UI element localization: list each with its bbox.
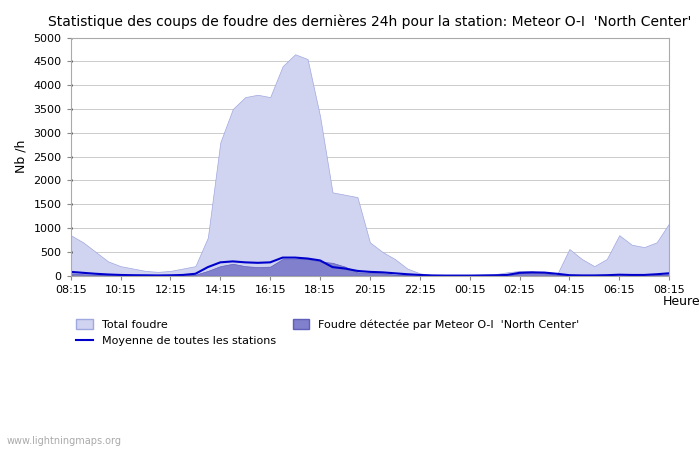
Moyenne de toutes les stations	[241, 260, 249, 265]
Moyenne de toutes les stations	[303, 256, 312, 261]
Y-axis label: Nb /h: Nb /h	[15, 140, 28, 173]
Moyenne de toutes les stations	[603, 273, 611, 278]
Moyenne de toutes les stations	[640, 272, 648, 278]
Legend: Total foudre, Moyenne de toutes les stations, Foudre détectée par Meteor O-I  'N: Total foudre, Moyenne de toutes les stat…	[76, 319, 580, 347]
Moyenne de toutes les stations	[590, 273, 598, 278]
Moyenne de toutes les stations	[503, 272, 511, 278]
Moyenne de toutes les stations	[354, 268, 362, 274]
Moyenne de toutes les stations	[491, 273, 499, 278]
Moyenne de toutes les stations	[578, 273, 586, 278]
Moyenne de toutes les stations	[478, 273, 486, 278]
Moyenne de toutes les stations	[79, 270, 88, 275]
Moyenne de toutes les stations	[553, 271, 561, 276]
Moyenne de toutes les stations	[204, 265, 212, 270]
X-axis label: Heure: Heure	[662, 295, 700, 308]
Moyenne de toutes les stations	[365, 269, 374, 274]
Moyenne de toutes les stations	[178, 272, 187, 278]
Moyenne de toutes les stations	[453, 273, 461, 278]
Moyenne de toutes les stations	[129, 273, 137, 278]
Moyenne de toutes les stations	[652, 271, 661, 277]
Moyenne de toutes les stations	[191, 271, 200, 276]
Moyenne de toutes les stations	[515, 270, 524, 275]
Moyenne de toutes les stations	[266, 260, 274, 265]
Moyenne de toutes les stations	[316, 258, 324, 263]
Title: Statistique des coups de foudre des dernières 24h pour la station: Meteor O-I  ': Statistique des coups de foudre des dern…	[48, 15, 692, 30]
Moyenne de toutes les stations	[403, 271, 412, 277]
Moyenne de toutes les stations	[104, 272, 112, 277]
Moyenne de toutes les stations	[229, 259, 237, 264]
Moyenne de toutes les stations	[166, 273, 174, 278]
Moyenne de toutes les stations	[341, 266, 349, 271]
Moyenne de toutes les stations	[116, 272, 125, 278]
Text: www.lightningmaps.org: www.lightningmaps.org	[7, 436, 122, 446]
Moyenne de toutes les stations	[66, 269, 75, 274]
Moyenne de toutes les stations	[291, 255, 300, 260]
Moyenne de toutes les stations	[615, 272, 624, 277]
Moyenne de toutes les stations	[391, 270, 399, 276]
Moyenne de toutes les stations	[428, 273, 437, 278]
Moyenne de toutes les stations	[216, 260, 225, 265]
Moyenne de toutes les stations	[92, 271, 100, 276]
Moyenne de toutes les stations	[328, 265, 337, 270]
Moyenne de toutes les stations	[665, 270, 673, 276]
Moyenne de toutes les stations	[440, 273, 449, 278]
Moyenne de toutes les stations	[154, 273, 162, 278]
Moyenne de toutes les stations	[416, 272, 424, 278]
Moyenne de toutes les stations	[141, 273, 150, 278]
Moyenne de toutes les stations	[540, 270, 549, 275]
Moyenne de toutes les stations	[627, 272, 636, 278]
Moyenne de toutes les stations	[565, 273, 573, 278]
Line: Moyenne de toutes les stations: Moyenne de toutes les stations	[71, 257, 669, 275]
Moyenne de toutes les stations	[378, 270, 386, 275]
Moyenne de toutes les stations	[279, 255, 287, 260]
Moyenne de toutes les stations	[528, 270, 536, 275]
Moyenne de toutes les stations	[466, 273, 474, 278]
Moyenne de toutes les stations	[253, 260, 262, 265]
